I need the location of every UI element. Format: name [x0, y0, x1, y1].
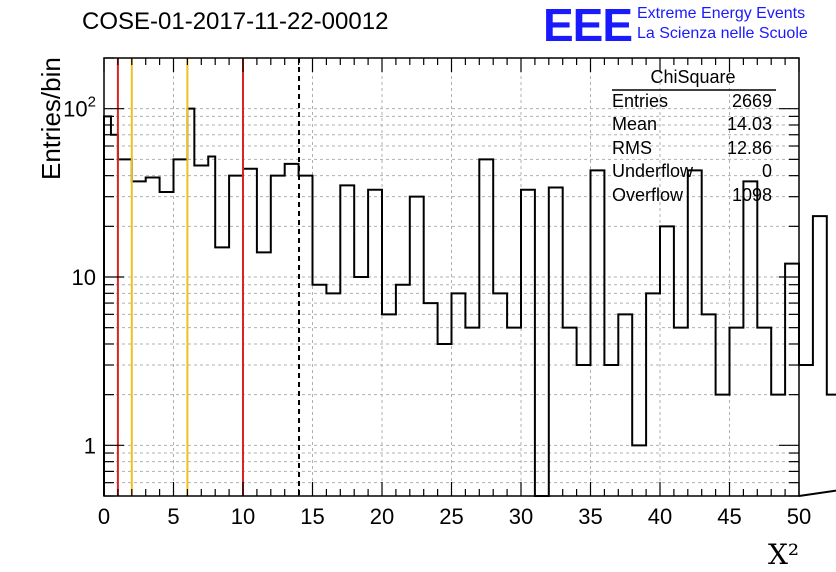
x-tick-label: 30 [509, 504, 533, 529]
y-axis-label-text: Entries/bin [36, 57, 66, 180]
y-axis-label: Entries/bin [4, 57, 66, 180]
x-tick-label: 45 [717, 504, 741, 529]
stats-value: 1098 [731, 184, 772, 205]
logo-line-1: Extreme Energy Events [637, 5, 806, 22]
x-tick-label: 25 [439, 504, 463, 529]
x-tick-label: 10 [231, 504, 255, 529]
x-tick-label: 5 [167, 504, 179, 529]
stats-value: 2669 [731, 90, 772, 111]
stats-label: Underflow [612, 161, 694, 181]
stats-label: Mean [612, 114, 658, 134]
stats-value: 0 [761, 161, 772, 181]
y-tick-label: 10 [72, 265, 96, 290]
logo-caption: Extreme Energy Events La Scienza nelle S… [637, 4, 808, 44]
stats-row: Mean 14.03 [612, 113, 772, 137]
stats-row: Overflow 1098 [612, 184, 772, 208]
x-tick-label: 50 [787, 504, 811, 529]
x-tick-label: 35 [578, 504, 602, 529]
x-tick-label: 15 [300, 504, 324, 529]
x-axis-label: X² [768, 538, 800, 571]
stats-value: 14.03 [726, 114, 772, 134]
stats-row: RMS 12.86 [612, 137, 772, 161]
y-tick-label: 102 [63, 94, 96, 122]
stats-box: ChiSquare Entries 2669 Mean 14.03 RMS 12.86… [612, 66, 772, 207]
stats-label: RMS [612, 137, 652, 158]
histogram-series [103, 107, 836, 497]
stats-name: ChiSquare [650, 67, 736, 87]
y-tick-label: 1 [84, 433, 96, 458]
logo-line-2: La Scienza nelle Scuole [637, 25, 808, 42]
stats-value: 12.86 [726, 137, 772, 158]
stats-row: Entries 2669 [612, 90, 772, 114]
x-tick-label: 0 [98, 504, 110, 529]
x-tick-label: 20 [370, 504, 394, 529]
eee-logo: EEE [543, 0, 633, 51]
chart-title: COSE-01-2017-11-22-00012 [82, 8, 389, 35]
x-tick-label: 40 [648, 504, 672, 529]
stats-label: Entries [612, 90, 669, 111]
stats-row: Underflow 0 [612, 160, 772, 184]
stats-label: Overflow [612, 184, 684, 205]
